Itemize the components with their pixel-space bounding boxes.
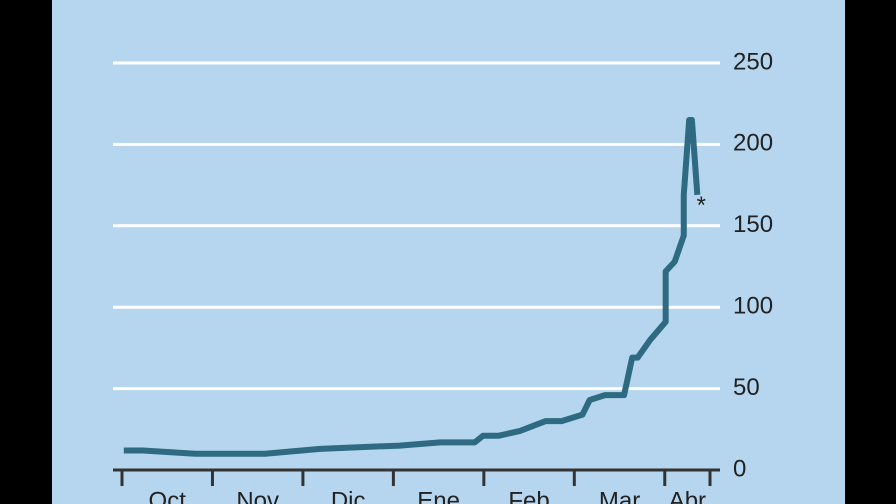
x-tick-label: Oct [149,487,187,504]
x-tick-label: Mar [599,487,640,504]
x-tick-label: Feb [508,487,549,504]
annotation: * [697,192,706,219]
left-border [0,0,52,504]
x-tick-label: Dic [331,487,366,504]
plot-background [52,0,845,504]
y-tick-label: 100 [733,293,773,320]
right-border [845,0,896,504]
y-tick-label: 150 [733,211,773,238]
y-tick-label: 50 [733,374,760,401]
x-tick-label: Nov [236,487,279,504]
y-tick-label: 250 [733,48,773,75]
y-tick-label: 200 [733,130,773,157]
x-tick-label: Ene [417,487,460,504]
x-tick-label: Abr [669,487,706,504]
y-tick-label: 0 [733,455,746,482]
line [123,116,701,457]
